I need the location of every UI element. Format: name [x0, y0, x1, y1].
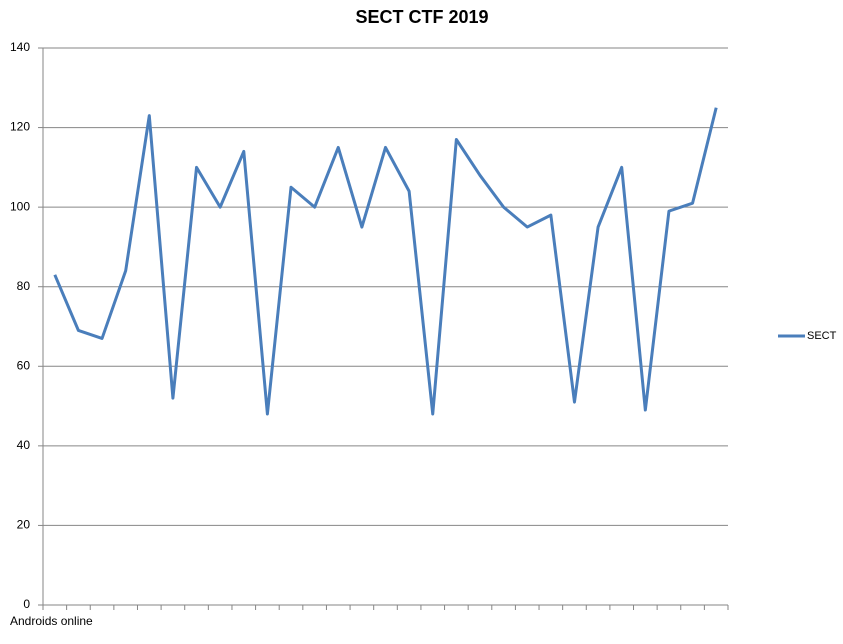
data-line — [53, 107, 718, 416]
y-tick-label: 20 — [17, 518, 31, 532]
y-tick-label: 140 — [10, 40, 30, 54]
y-tick-label: 40 — [17, 438, 31, 452]
y-tick-label: 0 — [23, 597, 30, 611]
legend-label: SECT — [807, 330, 837, 342]
y-tick-label: 100 — [10, 199, 30, 213]
x-axis-label: Androids online — [10, 614, 93, 628]
y-tick-label: 80 — [17, 279, 31, 293]
chart-title: SECT CTF 2019 — [355, 7, 488, 27]
y-tick-label: 60 — [17, 358, 31, 372]
y-tick-label: 120 — [10, 120, 30, 134]
